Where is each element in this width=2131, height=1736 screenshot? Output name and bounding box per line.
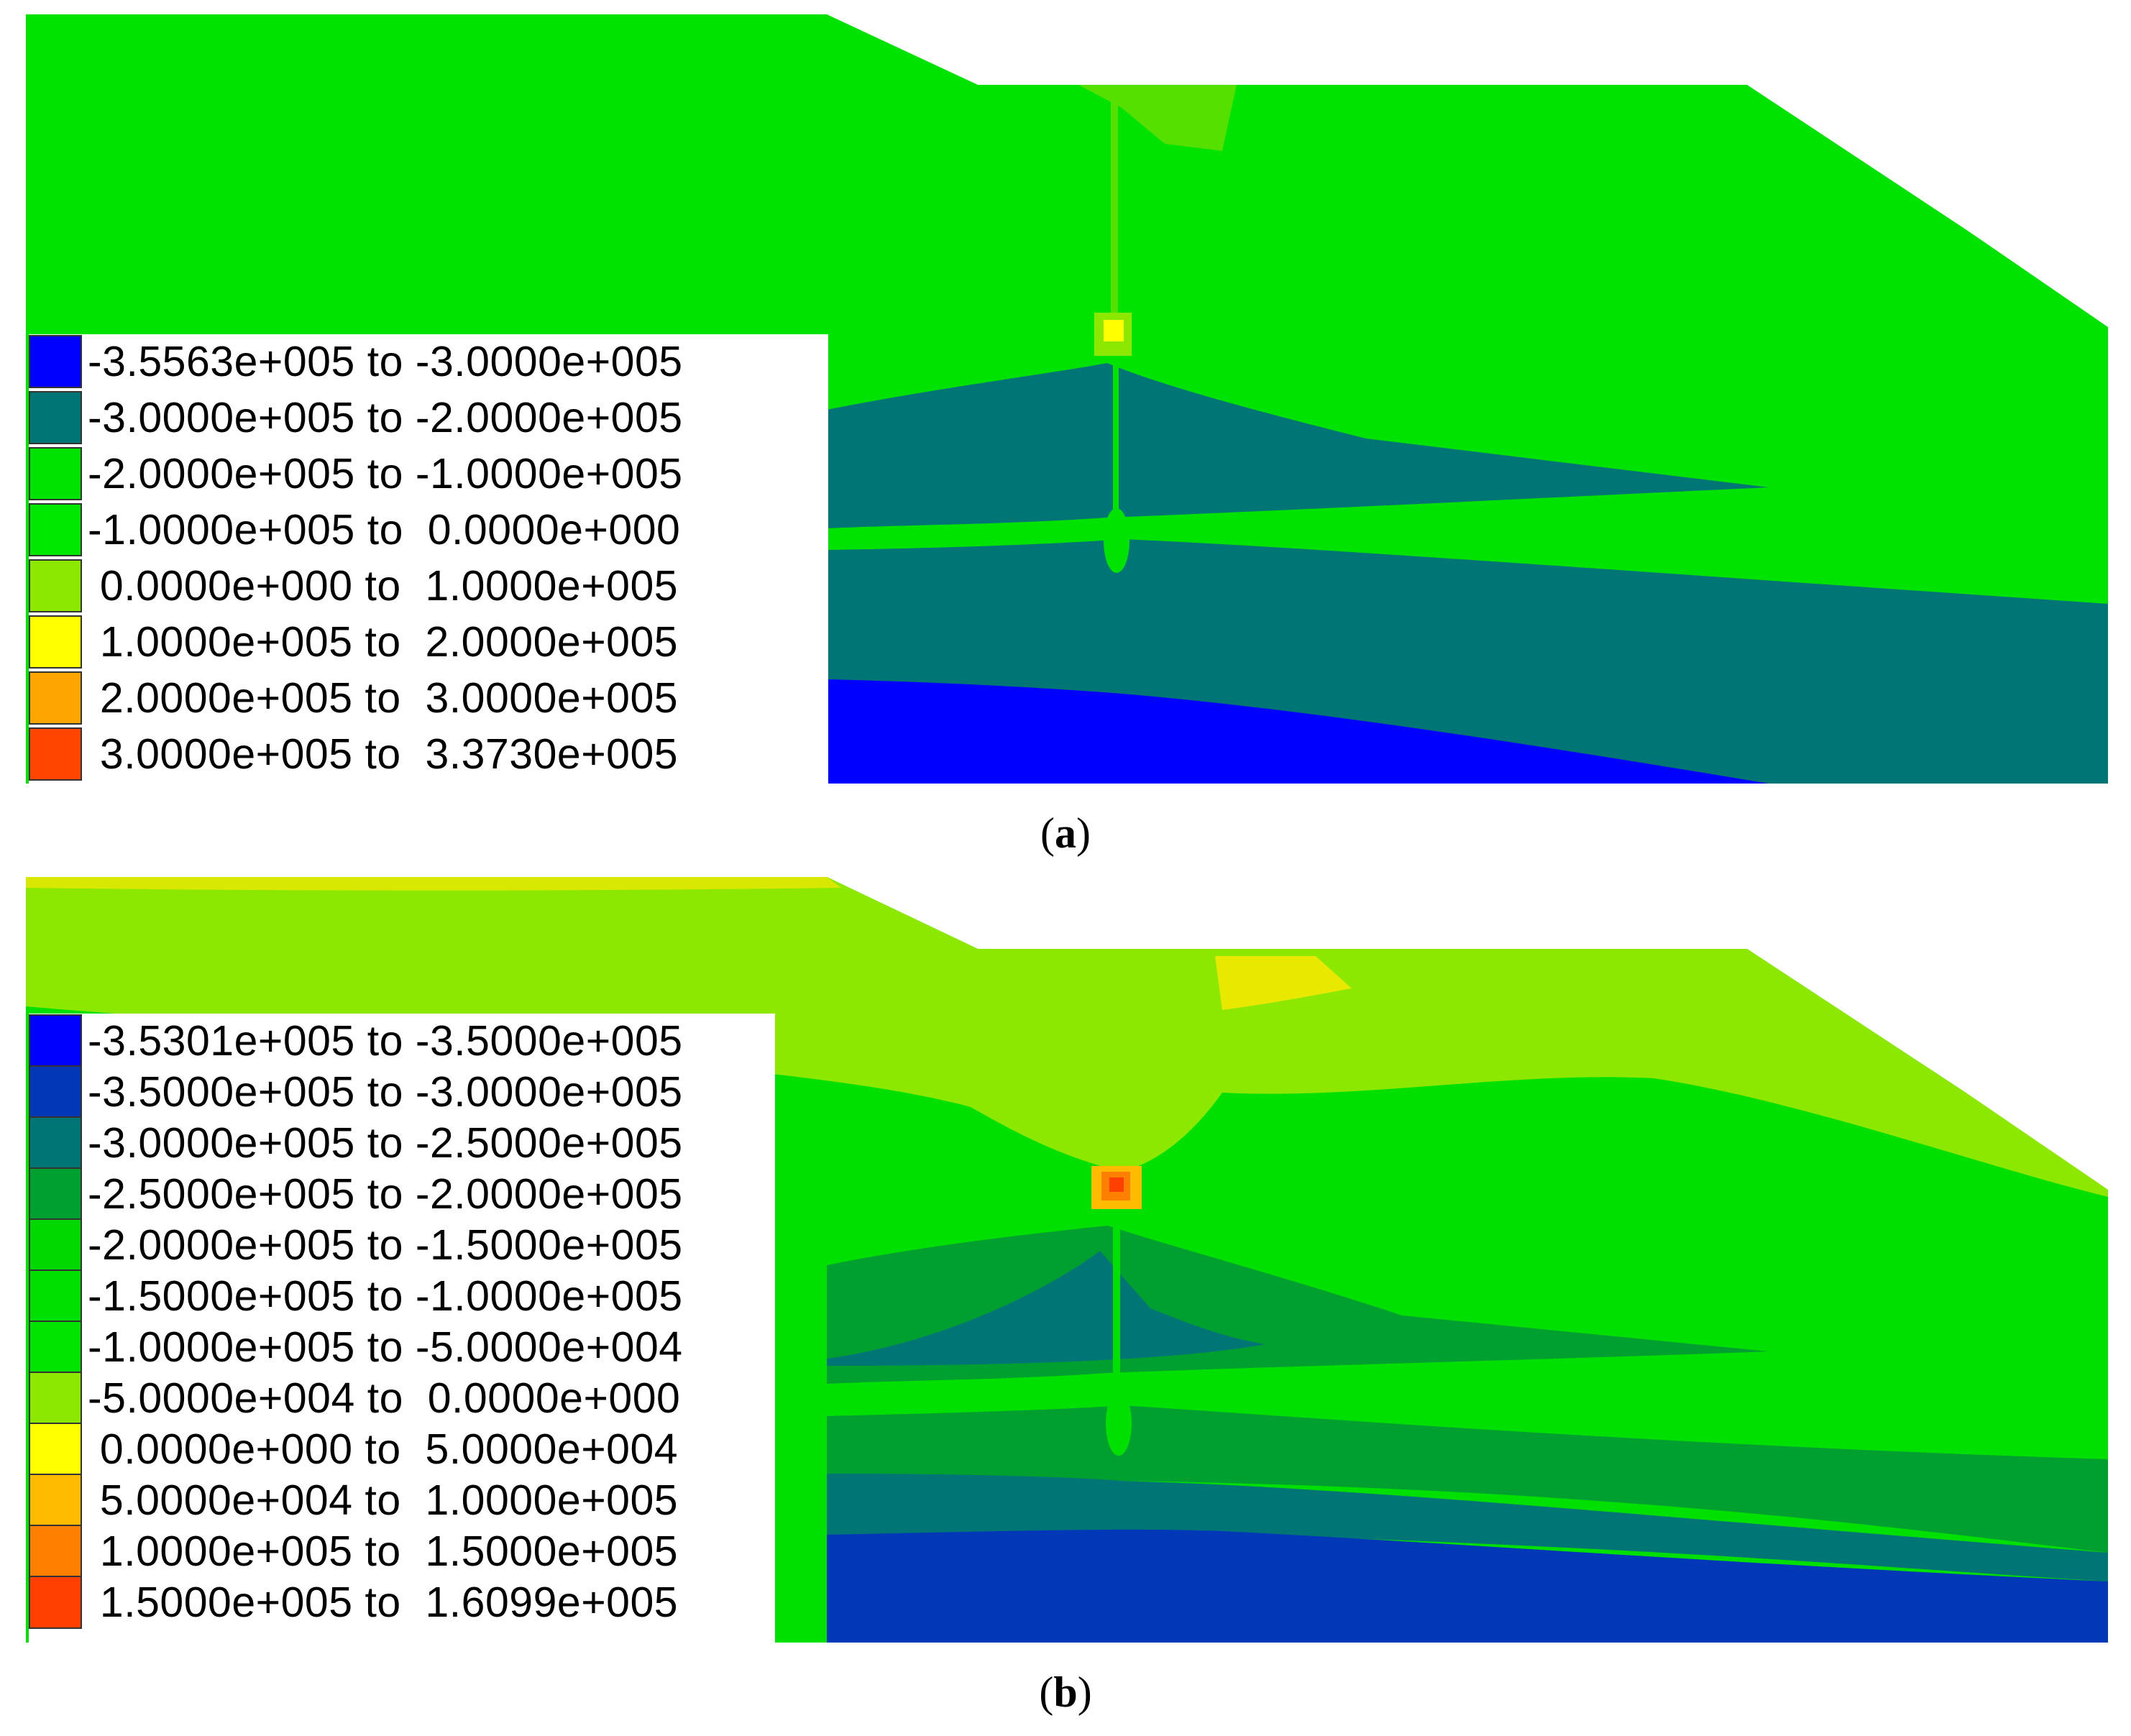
- legend-swatch: [29, 671, 82, 725]
- legend-row: 3.0000e+005 to 3.3730e+005: [29, 727, 678, 781]
- stress-peak-b: [1109, 1177, 1124, 1192]
- legend-row: -5.0000e+004 to 0.0000e+000: [29, 1371, 680, 1425]
- borehole-bulge-a: [1104, 508, 1129, 573]
- legend-row: 1.0000e+005 to 1.5000e+005: [29, 1524, 678, 1579]
- slope-blank-b: [1747, 943, 2131, 1190]
- legend-range-label: -2.0000e+005 to -1.5000e+005: [88, 1221, 683, 1269]
- legend-swatch: [29, 391, 82, 444]
- legend-range-label: -1.5000e+005 to -1.0000e+005: [88, 1272, 683, 1320]
- legend-range-label: -5.0000e+004 to 0.0000e+000: [88, 1374, 681, 1422]
- caption-a: (a): [1040, 809, 1091, 857]
- top-blank-b: [827, 870, 2131, 948]
- teal-wedge-upper-a: [827, 363, 1769, 528]
- legend-row: -1.0000e+005 to -5.0000e+004: [29, 1320, 682, 1374]
- legend-swatch: [29, 1372, 82, 1425]
- legend-range-label: -1.0000e+005 to -5.0000e+004: [88, 1323, 683, 1371]
- legend-row: 5.0000e+004 to 1.0000e+005: [29, 1473, 678, 1528]
- legend-range-label: 1.0000e+005 to 2.0000e+005: [88, 618, 679, 666]
- teal-band-b: [827, 1474, 2108, 1581]
- borehole-trace-a: [1111, 93, 1118, 323]
- legend-row: -1.0000e+005 to 0.0000e+000: [29, 502, 680, 557]
- legend-swatch: [29, 1218, 82, 1272]
- legend-row: -2.5000e+005 to -2.0000e+005: [29, 1167, 682, 1221]
- legend-range-label: -3.0000e+005 to -2.0000e+005: [88, 394, 683, 441]
- legend-range-label: 1.5000e+005 to 1.6099e+005: [88, 1579, 679, 1626]
- slope-blank-a: [1747, 79, 2131, 327]
- blue-zone-b: [827, 1529, 2108, 1643]
- legend-swatch: [29, 1167, 82, 1221]
- borehole-trace-lower-a: [1113, 363, 1119, 536]
- borehole-trace-b: [1111, 956, 1118, 1172]
- borehole-trace-lower-b: [1113, 1222, 1120, 1409]
- legend-row: 2.0000e+005 to 3.0000e+005: [29, 671, 678, 725]
- legend-row: -3.5000e+005 to -3.0000e+005: [29, 1065, 682, 1119]
- legend-swatch: [29, 447, 82, 500]
- contour-panel-b: -3.5301e+005 to -3.5000e+005 -3.5000e+00…: [0, 863, 2131, 1736]
- top-blank-a: [827, 7, 2131, 84]
- dark-green-band-b: [827, 1405, 2108, 1553]
- legend-row: -1.5000e+005 to -1.0000e+005: [29, 1269, 682, 1323]
- legend-row: 1.5000e+005 to 1.6099e+005: [29, 1575, 678, 1630]
- yellow-patch-left-b: [26, 877, 841, 891]
- legend-row: -3.5301e+005 to -3.5000e+005: [29, 1014, 682, 1068]
- legend-b: -3.5301e+005 to -3.5000e+005 -3.5000e+00…: [29, 1014, 775, 1643]
- stress-peak-a: [1104, 320, 1124, 341]
- legend-range-label: -1.0000e+005 to 0.0000e+000: [88, 506, 681, 554]
- legend-range-label: -3.5000e+005 to -3.0000e+005: [88, 1068, 683, 1116]
- legend-row: -3.0000e+005 to -2.5000e+005: [29, 1116, 682, 1170]
- teal-inner-wedge-b: [827, 1251, 1265, 1366]
- legend-a: -3.5563e+005 to -3.0000e+005 -3.0000e+00…: [29, 334, 828, 784]
- upper-light-zone-b: [26, 877, 2108, 1197]
- yellow-patch-top-b: [1215, 956, 1352, 1010]
- legend-row: -3.5563e+005 to -3.0000e+005: [29, 334, 682, 389]
- legend-range-label: -2.5000e+005 to -2.0000e+005: [88, 1170, 683, 1218]
- legend-range-label: 2.0000e+005 to 3.0000e+005: [88, 674, 679, 722]
- legend-swatch: [29, 1474, 82, 1527]
- legend-swatch: [29, 615, 82, 669]
- legend-swatch: [29, 727, 82, 781]
- legend-range-label: -3.5301e+005 to -3.5000e+005: [88, 1017, 683, 1065]
- legend-swatch: [29, 1065, 82, 1119]
- legend-row: 1.0000e+005 to 2.0000e+005: [29, 615, 678, 669]
- legend-swatch: [29, 1116, 82, 1170]
- legend-range-label: 0.0000e+000 to 5.0000e+004: [88, 1425, 679, 1473]
- legend-swatch: [29, 1321, 82, 1374]
- legend-swatch: [29, 1525, 82, 1578]
- legend-range-label: 1.0000e+005 to 1.5000e+005: [88, 1528, 679, 1575]
- legend-range-label: -3.5563e+005 to -3.0000e+005: [88, 338, 683, 385]
- legend-row: 0.0000e+000 to 5.0000e+004: [29, 1422, 678, 1476]
- legend-swatch: [29, 1269, 82, 1323]
- legend-row: -2.0000e+005 to -1.5000e+005: [29, 1218, 682, 1272]
- legend-swatch: [29, 503, 82, 556]
- contour-panel-a: -3.5563e+005 to -3.0000e+005 -3.0000e+00…: [26, 7, 2131, 857]
- legend-swatch: [29, 335, 82, 388]
- legend-range-label: -2.0000e+005 to -1.0000e+005: [88, 450, 683, 497]
- legend-swatch: [29, 1423, 82, 1476]
- legend-range-label: 3.0000e+005 to 3.3730e+005: [88, 730, 679, 778]
- blue-zone-a: [827, 679, 1769, 784]
- legend-swatch: [29, 559, 82, 612]
- legend-swatch: [29, 1014, 82, 1067]
- legend-range-label: -3.0000e+005 to -2.5000e+005: [88, 1119, 683, 1167]
- legend-swatch: [29, 1576, 82, 1629]
- legend-range-label: 0.0000e+000 to 1.0000e+005: [88, 562, 679, 610]
- caption-b: (b): [1039, 1668, 1092, 1716]
- borehole-bulge-b: [1106, 1391, 1132, 1456]
- legend-range-label: 5.0000e+004 to 1.0000e+005: [88, 1476, 679, 1524]
- legend-row: -2.0000e+005 to -1.0000e+005: [29, 446, 682, 501]
- legend-row: 0.0000e+000 to 1.0000e+005: [29, 559, 678, 613]
- legend-row: -3.0000e+005 to -2.0000e+005: [29, 390, 682, 445]
